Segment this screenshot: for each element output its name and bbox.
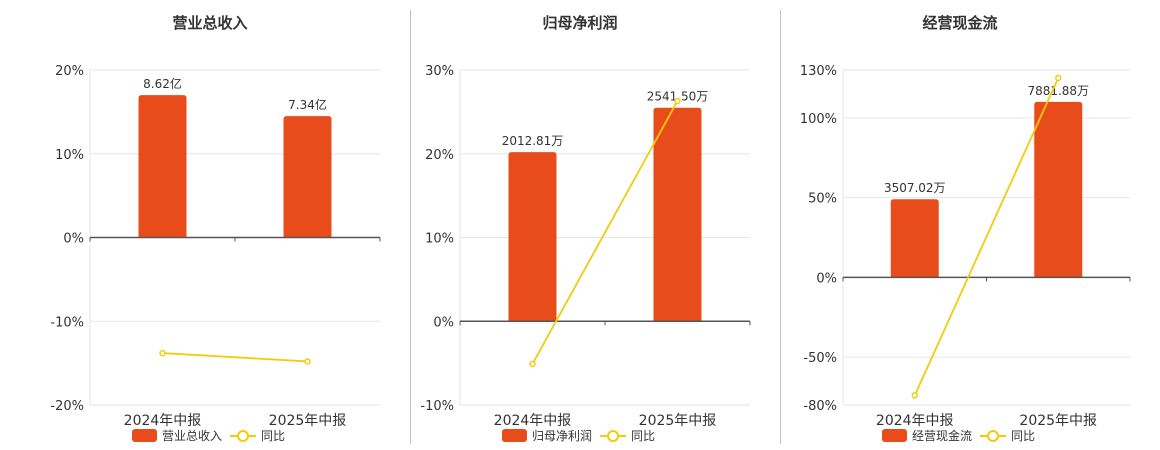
chart-title: 归母净利润 bbox=[542, 14, 617, 32]
legend-line-label: 同比 bbox=[631, 429, 655, 443]
bar bbox=[138, 95, 187, 238]
data-label: 2012.81万 bbox=[502, 134, 564, 148]
yoy-point bbox=[304, 358, 311, 365]
yoy-point bbox=[159, 349, 166, 357]
y-tick-label: 20% bbox=[425, 148, 454, 163]
legend-line-label: 同比 bbox=[1011, 429, 1035, 443]
x-tick-label: 2024年中报 bbox=[124, 413, 202, 429]
chart-title: 营业总收入 bbox=[172, 14, 247, 32]
y-tick-label: -80% bbox=[803, 399, 837, 414]
legend-bar-label: 营业总收入 bbox=[162, 429, 222, 443]
bar bbox=[508, 152, 557, 322]
chart-panel: 经营现金流 130% 100% 50% 0% -50% -80% 3507.02万 7881.8… bbox=[800, 14, 1131, 443]
y-tick-label: 0% bbox=[63, 232, 84, 247]
chart-panel: 归母净利润 30% 20% 10% 0% -10% 2012.81万 2541.50万 2024… bbox=[420, 14, 751, 443]
y-tick-label: -10% bbox=[50, 315, 84, 330]
bar bbox=[653, 107, 702, 322]
legend: 归母净利润 同比 bbox=[502, 429, 655, 443]
data-label: 7.34亿 bbox=[288, 97, 327, 112]
yoy-point bbox=[674, 97, 681, 105]
data-label: 3507.02万 bbox=[884, 181, 946, 195]
legend-bar-swatch bbox=[502, 429, 527, 442]
y-tick-label: 100% bbox=[800, 112, 837, 127]
x-tick-label: 2025年中报 bbox=[1019, 413, 1097, 429]
legend-line-marker bbox=[237, 430, 249, 442]
panel-separator bbox=[780, 10, 781, 444]
y-tick-label: 130% bbox=[800, 64, 837, 79]
x-tick-label: 2025年中报 bbox=[269, 413, 347, 429]
x-tick-label: 2025年中报 bbox=[639, 413, 717, 429]
yoy-line bbox=[913, 77, 1060, 396]
yoy-point bbox=[529, 360, 536, 368]
yoy-point bbox=[911, 392, 918, 399]
yoy-line bbox=[531, 100, 679, 365]
y-tick-label: 30% bbox=[425, 64, 454, 79]
y-tick-label: 0% bbox=[433, 315, 454, 330]
x-tick-label: 2024年中报 bbox=[876, 413, 954, 429]
legend: 营业总收入 同比 bbox=[132, 429, 285, 443]
legend-line-marker bbox=[987, 430, 999, 442]
data-label: 7881.88万 bbox=[1027, 84, 1089, 98]
yoy-line bbox=[162, 352, 308, 363]
legend-line-marker bbox=[607, 430, 619, 442]
y-tick-label: 10% bbox=[55, 148, 84, 163]
y-tick-label: -20% bbox=[50, 399, 84, 414]
legend-bar-swatch bbox=[882, 429, 907, 442]
chart-title: 经营现金流 bbox=[922, 14, 997, 32]
y-tick-label: 20% bbox=[55, 64, 84, 79]
bar bbox=[283, 116, 332, 238]
data-label: 8.62亿 bbox=[143, 76, 182, 91]
legend-bar-label: 经营现金流 bbox=[912, 428, 972, 443]
x-tick-label: 2024年中报 bbox=[494, 413, 572, 429]
chart-panel: 营业总收入 20% 10% 0% -10% -20% 8.62亿 7.34亿 2024年中报 20… bbox=[50, 14, 381, 443]
legend-line-label: 同比 bbox=[261, 429, 285, 443]
data-label: 2541.50万 bbox=[647, 90, 709, 104]
bar bbox=[890, 199, 939, 278]
y-tick-label: -50% bbox=[803, 351, 837, 366]
y-tick-label: 50% bbox=[808, 192, 837, 207]
y-tick-label: 10% bbox=[425, 232, 454, 247]
y-tick-label: -10% bbox=[420, 399, 454, 414]
y-tick-label: 0% bbox=[816, 271, 837, 286]
legend-bar-swatch bbox=[132, 429, 157, 442]
legend: 经营现金流 同比 bbox=[882, 428, 1035, 443]
bar bbox=[1034, 101, 1083, 278]
panel-separator bbox=[410, 10, 411, 444]
yoy-point bbox=[1055, 74, 1062, 82]
legend-bar-label: 归母净利润 bbox=[532, 429, 592, 443]
